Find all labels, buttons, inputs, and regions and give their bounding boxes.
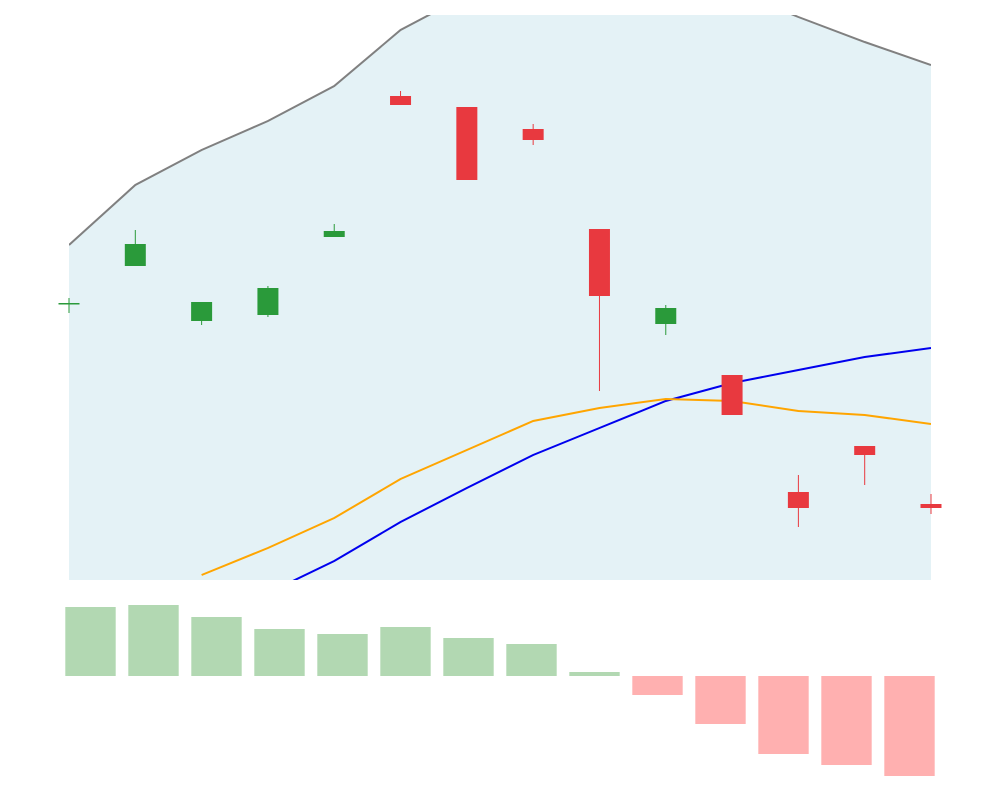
bar xyxy=(758,676,809,754)
candle-body xyxy=(854,446,876,455)
candle-body xyxy=(191,302,213,321)
bar xyxy=(821,676,872,765)
candle-body xyxy=(721,375,743,415)
band-fill xyxy=(69,15,931,580)
bar xyxy=(569,672,620,676)
indicator-line xyxy=(292,347,931,580)
bar xyxy=(254,629,305,676)
bar xyxy=(506,644,557,676)
candle-body xyxy=(920,504,942,508)
volume-panel xyxy=(65,605,935,776)
price-panel xyxy=(58,15,942,580)
indicator-line xyxy=(201,397,931,576)
candle-body xyxy=(58,303,80,305)
bar xyxy=(128,605,179,676)
plot-area xyxy=(69,15,931,580)
bar xyxy=(191,617,242,676)
bar xyxy=(695,676,746,724)
candle-body xyxy=(456,107,478,180)
candle-body xyxy=(787,492,809,508)
candle-body xyxy=(655,308,677,324)
candle-body xyxy=(588,229,610,296)
bar xyxy=(65,607,116,676)
bar xyxy=(884,676,935,776)
candle-body xyxy=(323,231,345,237)
bar xyxy=(443,638,494,676)
bar xyxy=(632,676,683,695)
candle-body xyxy=(390,96,412,105)
bar xyxy=(380,627,431,676)
bar xyxy=(317,634,368,676)
candle-body xyxy=(257,288,279,315)
candle-body xyxy=(522,129,544,140)
indicator-line xyxy=(69,15,931,246)
candle-body xyxy=(124,244,146,266)
